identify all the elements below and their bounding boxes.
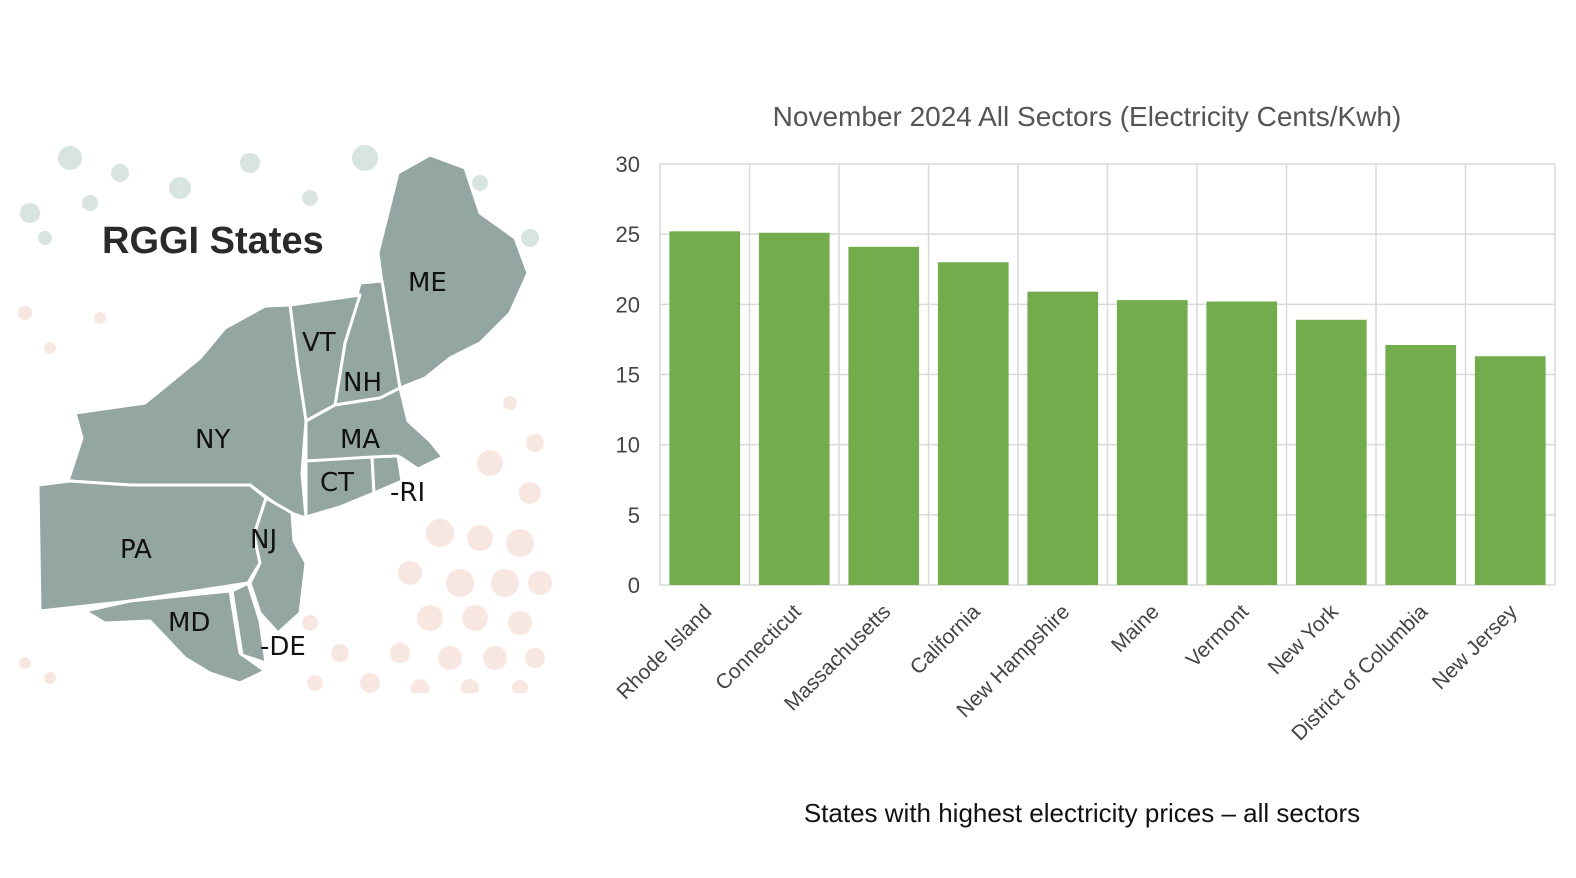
label-ct: CT bbox=[320, 468, 354, 498]
label-nj: NJ bbox=[250, 525, 277, 555]
background-dot bbox=[352, 145, 378, 171]
background-dot bbox=[111, 164, 129, 182]
background-dot bbox=[508, 611, 532, 635]
background-dot bbox=[302, 190, 318, 206]
background-dot bbox=[512, 680, 528, 693]
label-nh: NH bbox=[343, 368, 382, 398]
background-dot bbox=[44, 672, 56, 684]
label-md: MD bbox=[168, 608, 210, 638]
background-dot bbox=[446, 569, 474, 597]
y-tick-label: 25 bbox=[616, 222, 640, 247]
label-ri: -RI bbox=[390, 478, 425, 508]
x-tick-label: Vermont bbox=[1182, 600, 1254, 672]
background-dot bbox=[18, 306, 32, 320]
bar-district-of-columbia bbox=[1385, 345, 1457, 585]
bar-california bbox=[937, 262, 1009, 585]
y-tick-label: 15 bbox=[616, 363, 640, 388]
bar-maine bbox=[1116, 300, 1188, 585]
background-dot bbox=[307, 675, 323, 691]
rggi-map: RGGI States ME VT NH NY MA CT -RI PA NJ … bbox=[18, 145, 552, 693]
background-dot bbox=[19, 657, 31, 669]
bar-rhode-island bbox=[669, 231, 741, 586]
background-dot bbox=[426, 519, 454, 547]
background-dot bbox=[302, 615, 318, 631]
label-vt: VT bbox=[302, 328, 336, 358]
y-axis-ticks: 0 5 10 15 20 25 30 bbox=[616, 152, 640, 598]
state-ri bbox=[370, 454, 404, 495]
state-de bbox=[230, 581, 268, 665]
map-title: RGGI States bbox=[102, 220, 324, 262]
label-de: -DE bbox=[260, 632, 306, 662]
x-tick-label: Connecticut bbox=[711, 600, 806, 695]
x-axis-label: States with highest electricity prices –… bbox=[804, 798, 1360, 828]
bar-new-hampshire bbox=[1027, 291, 1099, 585]
x-tick-label: Rhode Island bbox=[613, 600, 717, 704]
background-dot bbox=[44, 342, 56, 354]
background-dot bbox=[467, 525, 493, 551]
background-dot bbox=[390, 643, 410, 663]
label-me: ME bbox=[408, 268, 447, 298]
background-dot bbox=[506, 529, 534, 557]
background-dot bbox=[411, 679, 429, 693]
bar-chart: November 2024 All Sectors (Electricity C… bbox=[613, 101, 1556, 828]
background-dot bbox=[483, 646, 507, 670]
background-dot bbox=[521, 229, 539, 247]
background-dot bbox=[491, 569, 519, 597]
background-dot bbox=[20, 203, 40, 223]
x-tick-label: Maine bbox=[1107, 600, 1164, 657]
x-tick-label: California bbox=[906, 600, 985, 679]
background-dot bbox=[438, 646, 462, 670]
electricity-price-chart: November 2024 All Sectors (Electricity C… bbox=[580, 80, 1570, 850]
label-pa: PA bbox=[120, 535, 152, 565]
background-dot bbox=[360, 673, 380, 693]
x-tick-label: New Jersey bbox=[1428, 600, 1522, 694]
background-dot bbox=[82, 195, 98, 211]
background-dot bbox=[169, 177, 191, 199]
background-dot bbox=[519, 482, 541, 504]
x-tick-label: New York bbox=[1264, 600, 1343, 679]
bar-new-york bbox=[1295, 319, 1367, 585]
background-dot bbox=[528, 571, 552, 595]
y-tick-label: 5 bbox=[628, 503, 640, 528]
state-ct bbox=[304, 455, 376, 519]
background-dot bbox=[503, 396, 517, 410]
y-tick-label: 30 bbox=[616, 152, 640, 177]
background-dot bbox=[526, 434, 544, 452]
state-me bbox=[376, 153, 530, 390]
background-dot bbox=[331, 644, 349, 662]
background-dot bbox=[38, 231, 52, 245]
background-dot bbox=[525, 648, 545, 668]
background-dot bbox=[462, 605, 488, 631]
label-ny: NY bbox=[195, 425, 230, 455]
background-dot bbox=[58, 146, 82, 170]
background-dot bbox=[461, 679, 479, 693]
background-dot bbox=[417, 605, 443, 631]
state-md bbox=[83, 589, 267, 685]
chart-title: November 2024 All Sectors (Electricity C… bbox=[773, 101, 1402, 132]
y-tick-label: 10 bbox=[616, 433, 640, 458]
background-dot bbox=[477, 450, 503, 476]
bar-vermont bbox=[1206, 301, 1278, 585]
state-shapes bbox=[36, 153, 530, 685]
bar-connecticut bbox=[758, 232, 830, 585]
y-tick-label: 0 bbox=[628, 573, 640, 598]
y-tick-label: 20 bbox=[616, 292, 640, 317]
bar-massachusetts bbox=[848, 246, 920, 585]
chart-bars bbox=[669, 231, 1546, 586]
background-dot bbox=[94, 312, 106, 324]
background-dot bbox=[398, 561, 422, 585]
label-ma: MA bbox=[340, 425, 380, 455]
background-dot bbox=[472, 175, 488, 191]
state-nj bbox=[248, 496, 308, 635]
background-dot bbox=[240, 153, 260, 173]
background-dots bbox=[18, 145, 552, 693]
rggi-map-panel: RGGI States ME VT NH NY MA CT -RI PA NJ … bbox=[10, 143, 552, 693]
bar-new-jersey bbox=[1474, 356, 1546, 585]
state-labels: ME VT NH NY MA CT -RI PA NJ MD -DE bbox=[120, 268, 447, 662]
